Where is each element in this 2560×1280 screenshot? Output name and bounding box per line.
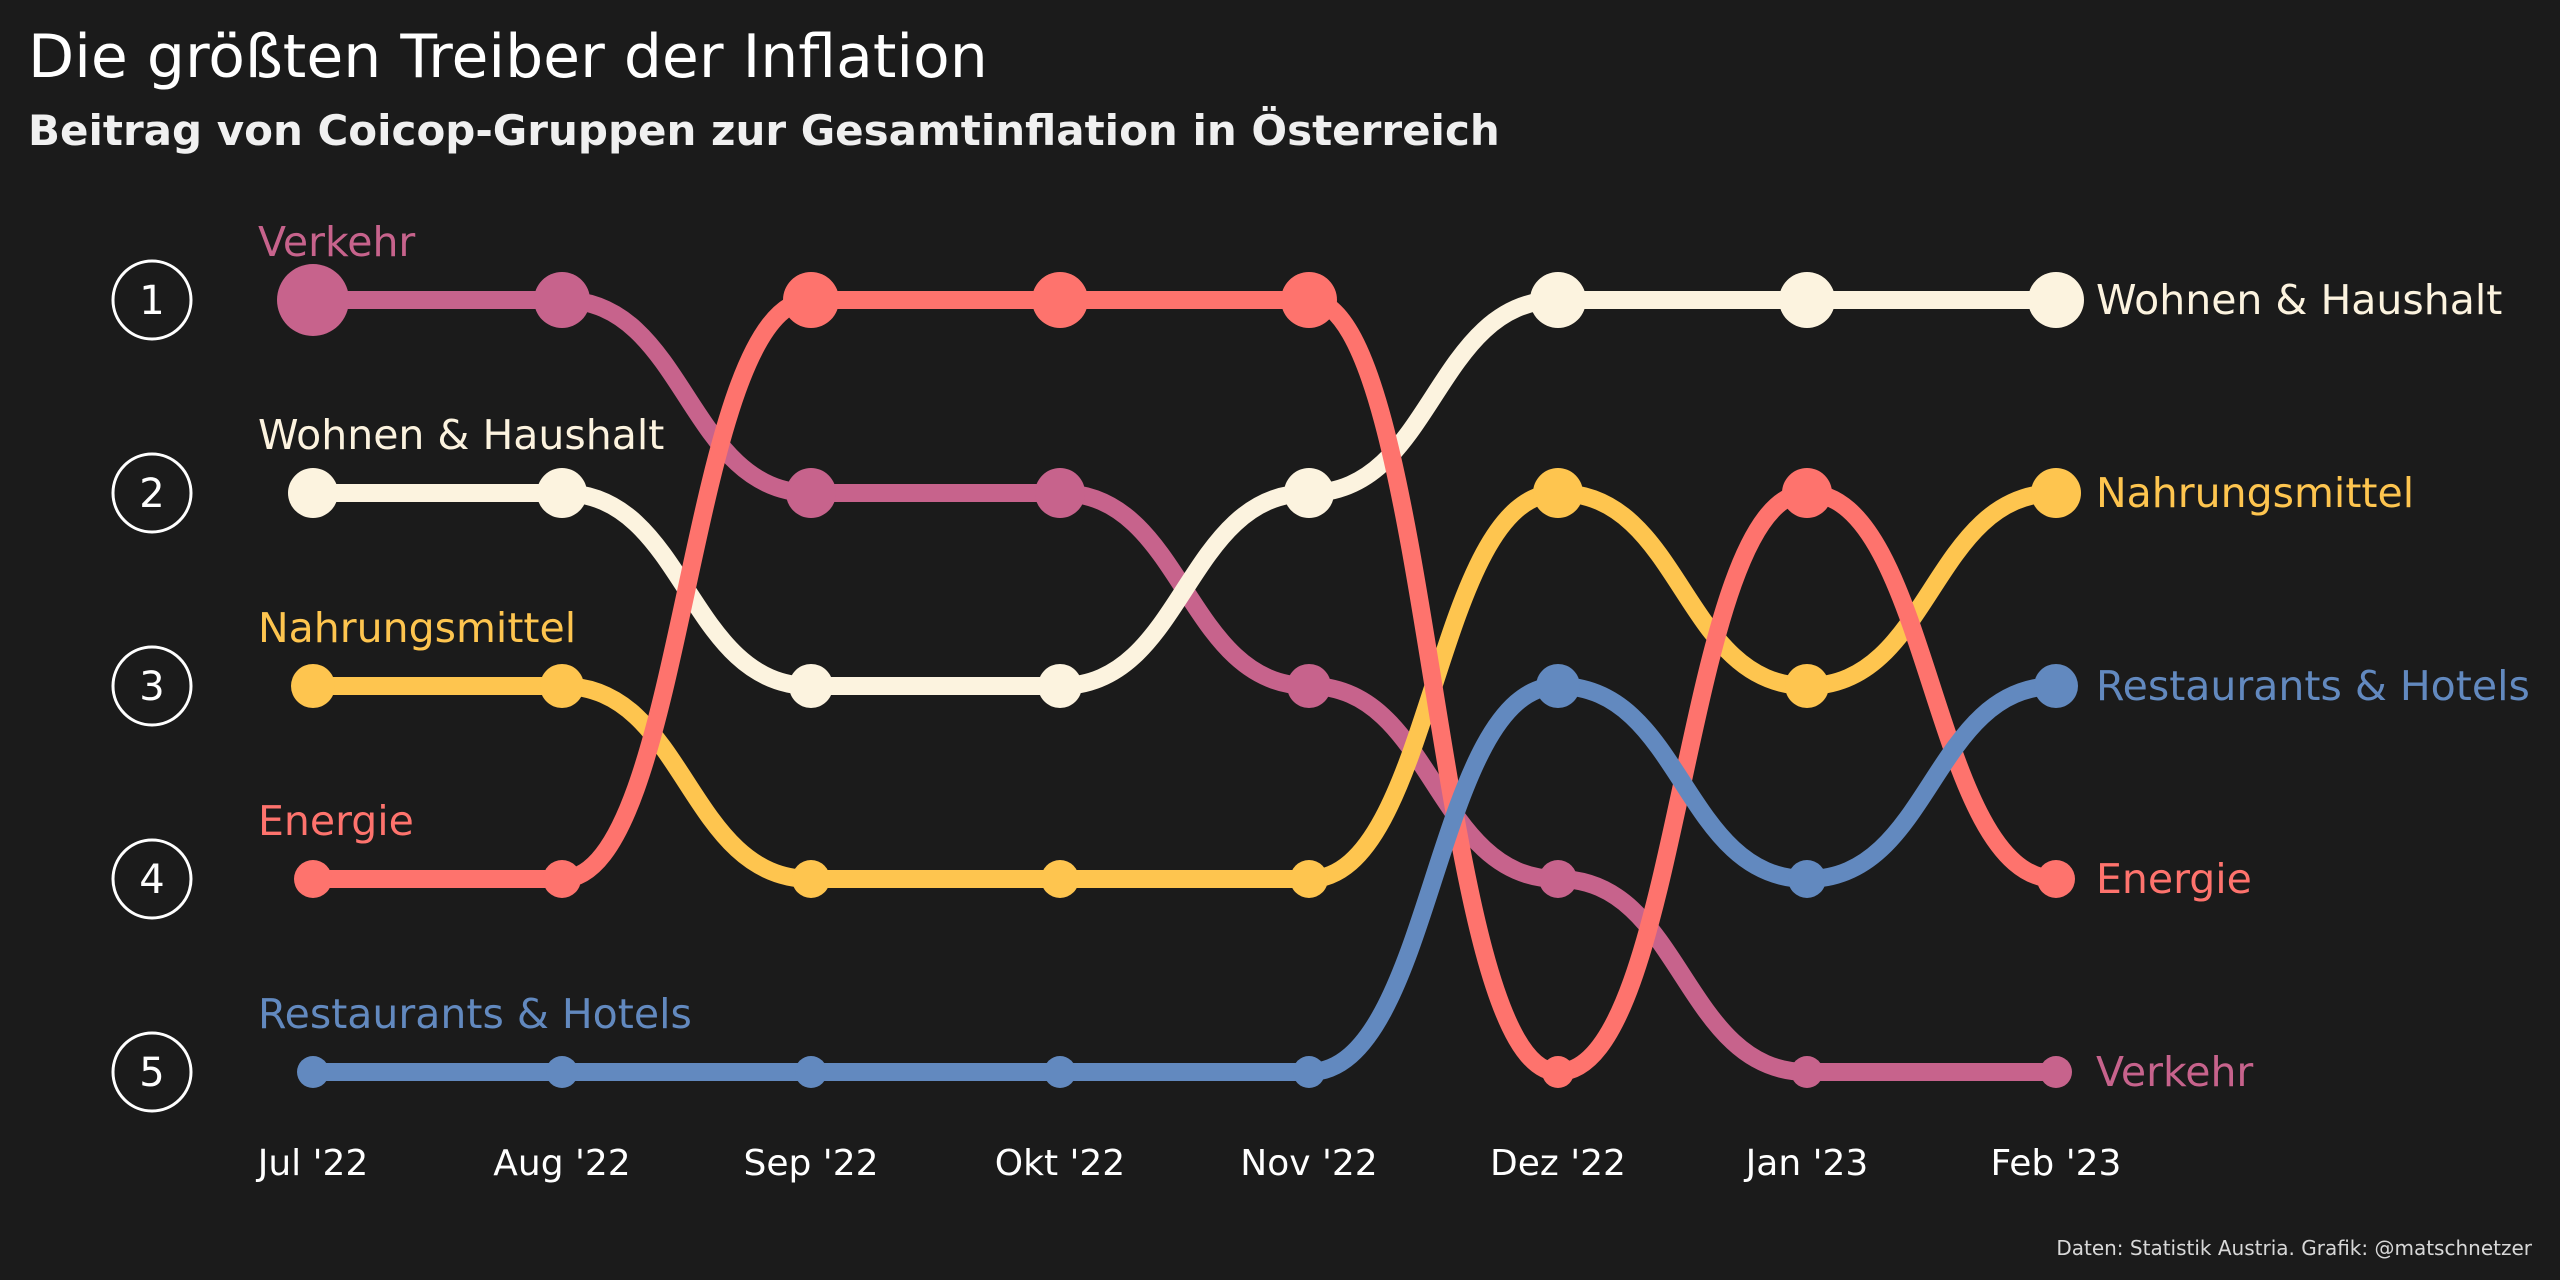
point-energie-7: [1782, 468, 1832, 518]
x-tick-label: Sep '22: [744, 1143, 879, 1184]
point-restaurants-and-hotels-7: [1788, 860, 1826, 898]
rank-axis: 1 2 3 4 5: [113, 261, 191, 1111]
point-verkehr-8: [2040, 1056, 2072, 1088]
point-energie-1: [294, 860, 332, 898]
point-nahrungsmittel-7: [1785, 664, 1829, 708]
point-wohnen-and-haushalt-2: [537, 468, 587, 518]
point-nahrungsmittel-6: [1533, 468, 1583, 518]
end-label-verkehr: Verkehr: [2096, 1048, 2253, 1096]
point-nahrungsmittel-1: [291, 664, 335, 708]
point-wohnen-and-haushalt-4: [1038, 664, 1082, 708]
point-verkehr-4: [1035, 468, 1085, 518]
start-label-nahrungsmittel: Nahrungsmittel: [258, 604, 576, 652]
point-nahrungsmittel-3: [792, 860, 830, 898]
point-restaurants-and-hotels-8: [2034, 664, 2078, 708]
x-tick-label: Aug '22: [493, 1143, 630, 1184]
point-wohnen-and-haushalt-7: [1779, 272, 1835, 328]
point-energie-5: [1281, 272, 1337, 328]
point-restaurants-and-hotels-5: [1293, 1056, 1325, 1088]
end-label-restaurants-and-hotels: Restaurants & Hotels: [2096, 662, 2530, 710]
point-nahrungsmittel-5: [1290, 860, 1328, 898]
start-label-energie: Energie: [258, 797, 414, 845]
start-label-restaurants-and-hotels: Restaurants & Hotels: [258, 990, 692, 1038]
x-tick-label: Okt '22: [995, 1143, 1125, 1184]
point-restaurants-and-hotels-4: [1044, 1056, 1076, 1088]
x-tick-label: Jan '23: [1744, 1143, 1869, 1184]
point-nahrungsmittel-4: [1041, 860, 1079, 898]
point-restaurants-and-hotels-6: [1536, 664, 1580, 708]
end-label-wohnen-and-haushalt: Wohnen & Haushalt: [2096, 276, 2502, 324]
rank-label-2: 2: [139, 471, 164, 517]
point-verkehr-2: [534, 272, 590, 328]
point-energie-8: [2037, 860, 2075, 898]
start-label-wohnen-and-haushalt: Wohnen & Haushalt: [258, 411, 664, 459]
point-verkehr-3: [786, 468, 836, 518]
end-labels: Verkehr Wohnen & Haushalt Nahrungsmittel En…: [2096, 276, 2530, 1096]
point-wohnen-and-haushalt-8: [2028, 272, 2084, 328]
rank-label-5: 5: [139, 1050, 164, 1096]
point-wohnen-and-haushalt-3: [789, 664, 833, 708]
point-verkehr-7: [1791, 1056, 1823, 1088]
point-energie-3: [783, 272, 839, 328]
x-axis: Jul '22 Aug '22 Sep '22 Okt '22 Nov '22 Dez '…: [256, 1143, 2122, 1184]
point-nahrungsmittel-8: [2031, 468, 2081, 518]
point-energie-2: [543, 860, 581, 898]
point-verkehr-6: [1539, 860, 1577, 898]
point-nahrungsmittel-2: [540, 664, 584, 708]
point-restaurants-and-hotels-3: [795, 1056, 827, 1088]
x-tick-label: Jul '22: [256, 1143, 369, 1184]
point-verkehr-5: [1287, 664, 1331, 708]
point-restaurants-and-hotels-2: [546, 1056, 578, 1088]
point-restaurants-and-hotels-1: [297, 1056, 329, 1088]
x-tick-label: Dez '22: [1490, 1143, 1626, 1184]
end-label-energie: Energie: [2096, 855, 2252, 903]
point-wohnen-and-haushalt-5: [1284, 468, 1334, 518]
point-energie-6: [1542, 1056, 1574, 1088]
point-wohnen-and-haushalt-1: [288, 468, 338, 518]
point-energie-4: [1032, 272, 1088, 328]
start-labels: Verkehr Wohnen & Haushalt Nahrungsmittel En…: [258, 218, 692, 1038]
rank-label-1: 1: [139, 278, 164, 324]
x-tick-label: Feb '23: [1991, 1143, 2122, 1184]
series-points: [277, 264, 2084, 1088]
x-tick-label: Nov '22: [1240, 1143, 1377, 1184]
end-label-nahrungsmittel: Nahrungsmittel: [2096, 469, 2414, 517]
point-wohnen-and-haushalt-6: [1530, 272, 1586, 328]
source-note: Daten: Statistik Austria. Grafik: @matsc…: [2056, 1236, 2532, 1260]
point-verkehr-1: [277, 264, 349, 336]
rank-label-3: 3: [139, 664, 164, 710]
rank-label-4: 4: [139, 857, 164, 903]
start-label-verkehr: Verkehr: [258, 218, 415, 266]
